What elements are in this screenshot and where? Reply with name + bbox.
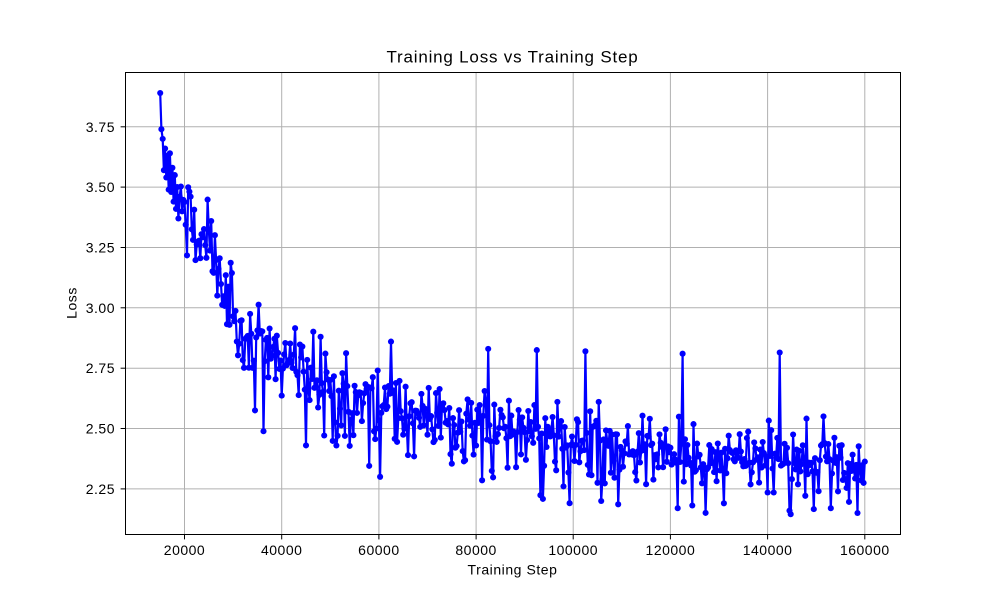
svg-text:Training Loss vs Training Step: Training Loss vs Training Step (386, 48, 638, 67)
svg-text:160000: 160000 (840, 542, 890, 558)
svg-text:120000: 120000 (646, 542, 696, 558)
svg-text:40000: 40000 (261, 542, 302, 558)
svg-text:Loss: Loss (64, 287, 80, 319)
svg-text:2.25: 2.25 (86, 481, 115, 497)
svg-text:2.50: 2.50 (86, 421, 115, 437)
svg-text:Training Step: Training Step (468, 562, 558, 578)
svg-text:2.75: 2.75 (86, 360, 115, 376)
svg-text:3.25: 3.25 (86, 240, 115, 256)
svg-text:3.75: 3.75 (86, 119, 115, 135)
svg-text:3.50: 3.50 (86, 179, 115, 195)
svg-text:80000: 80000 (455, 542, 496, 558)
svg-text:60000: 60000 (358, 542, 399, 558)
svg-text:140000: 140000 (743, 542, 793, 558)
svg-text:20000: 20000 (164, 542, 205, 558)
svg-text:100000: 100000 (548, 542, 598, 558)
svg-text:3.00: 3.00 (86, 300, 115, 316)
